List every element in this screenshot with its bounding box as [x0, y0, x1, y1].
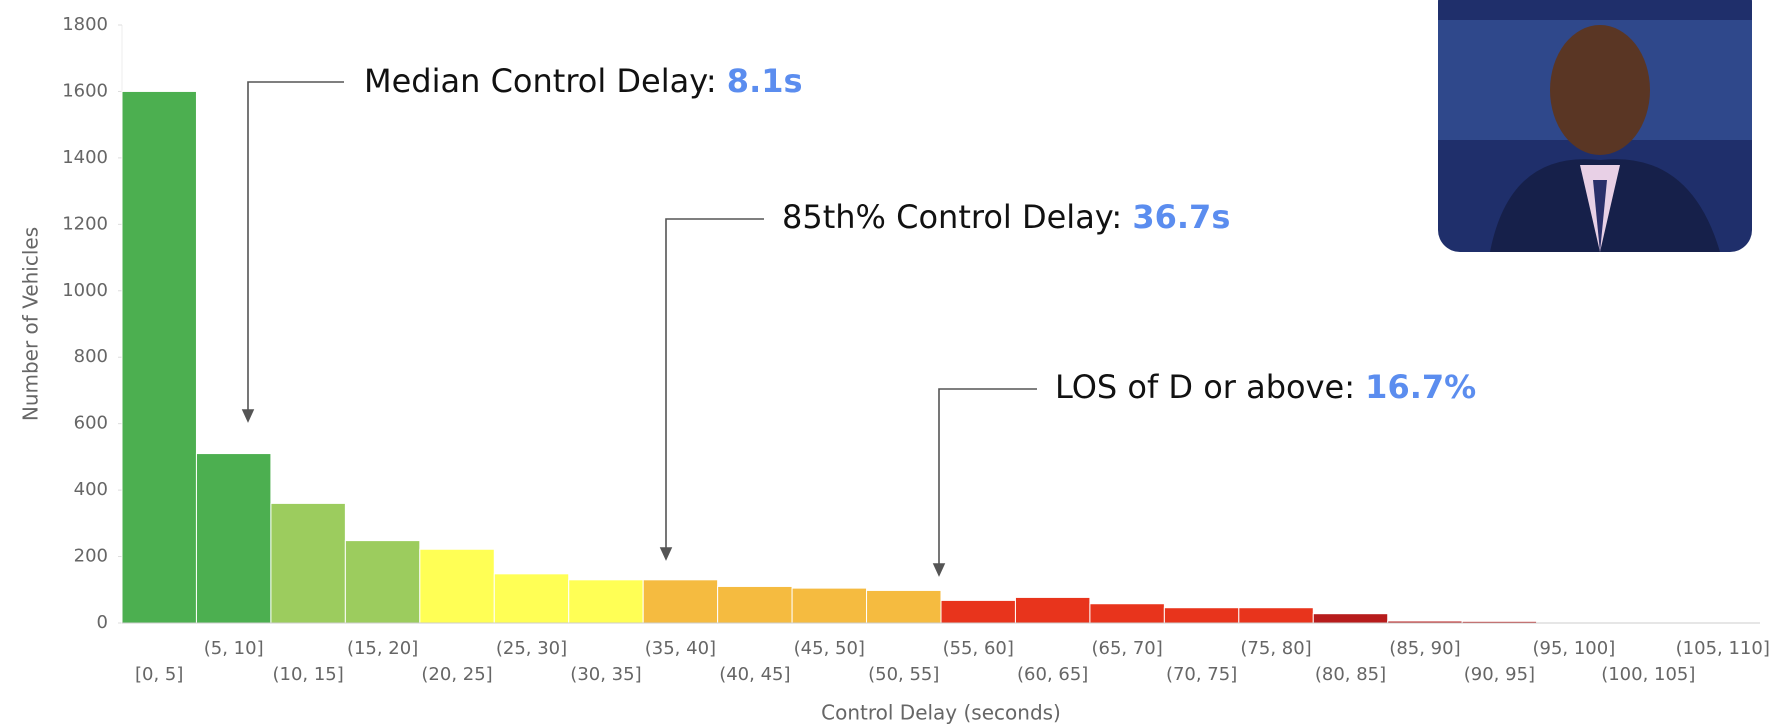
annotation: Median Control Delay: 8.1s — [364, 62, 803, 100]
y-tick-label: 800 — [74, 346, 108, 367]
annotation: 85th% Control Delay: 36.7s — [782, 198, 1230, 236]
x-tick-label: (15, 20] — [347, 638, 418, 659]
x-tick-label: (95, 100] — [1532, 638, 1615, 659]
x-tick-label: (70, 75] — [1166, 664, 1237, 685]
x-tick-label: (60, 65] — [1017, 664, 1088, 685]
x-tick-label: (5, 10] — [204, 638, 264, 659]
bar — [717, 585, 793, 624]
x-tick-label: (50, 55] — [868, 664, 939, 685]
x-tick-label: (90, 95] — [1464, 664, 1535, 685]
bar — [1014, 596, 1091, 624]
x-tick-label: (40, 45] — [719, 664, 790, 685]
annotation-arrows — [241, 81, 1037, 577]
x-tick-label: (35, 40] — [645, 638, 716, 659]
x-tick-label: (20, 25] — [421, 664, 492, 685]
bar — [1089, 603, 1165, 624]
bar — [642, 579, 719, 624]
x-tick-label: (30, 35] — [570, 664, 641, 685]
annotation-text: LOS of D or above: — [1055, 368, 1365, 406]
y-tick-label: 0 — [97, 612, 108, 633]
annotation-text: 85th% Control Delay: — [782, 198, 1132, 236]
x-tick-label: (80, 85] — [1315, 664, 1386, 685]
bar — [1238, 607, 1314, 624]
x-tick-label: (55, 60] — [943, 638, 1014, 659]
y-tick-label: 1000 — [62, 280, 108, 301]
y-tick-label: 600 — [74, 413, 108, 434]
y-tick-label: 1200 — [62, 213, 108, 234]
x-tick-label: (85, 90] — [1389, 638, 1460, 659]
y-tick-label: 200 — [74, 546, 108, 567]
photo — [1438, 0, 1752, 252]
annotation-value: 8.1s — [727, 62, 803, 100]
bar — [791, 587, 868, 624]
bar — [1312, 613, 1389, 624]
x-tick-label: (65, 70] — [1091, 638, 1162, 659]
bar — [866, 589, 942, 624]
bar — [195, 453, 272, 624]
bar — [344, 540, 421, 624]
bar — [419, 548, 495, 624]
y-tick-label: 1400 — [62, 147, 108, 168]
annotation-text: Median Control Delay: — [364, 62, 727, 100]
bar — [940, 599, 1016, 624]
annotation-value: 36.7s — [1132, 198, 1230, 236]
x-axis-title: Control Delay (seconds) — [821, 701, 1061, 725]
x-tick-label: (105, 110] — [1676, 638, 1770, 659]
x-tick-label: (45, 50] — [794, 638, 865, 659]
bar — [270, 502, 346, 624]
bar — [568, 579, 644, 624]
y-tick-label: 400 — [74, 479, 108, 500]
x-tick-label: (25, 30] — [496, 638, 567, 659]
x-tick-label: [0, 5] — [135, 664, 183, 685]
bar — [1163, 607, 1240, 624]
x-tick-label: (100, 105] — [1601, 664, 1695, 685]
bar — [121, 90, 197, 624]
y-tick-label: 1600 — [62, 80, 108, 101]
annotation: LOS of D or above: 16.7% — [1055, 368, 1476, 406]
x-tick-label: (75, 80] — [1240, 638, 1311, 659]
bar — [493, 573, 570, 624]
y-axis-title: Number of Vehicles — [19, 227, 43, 421]
y-tick-label: 1800 — [62, 14, 108, 35]
x-tick-label: (10, 15] — [272, 664, 343, 685]
annotation-value: 16.7% — [1365, 368, 1476, 406]
